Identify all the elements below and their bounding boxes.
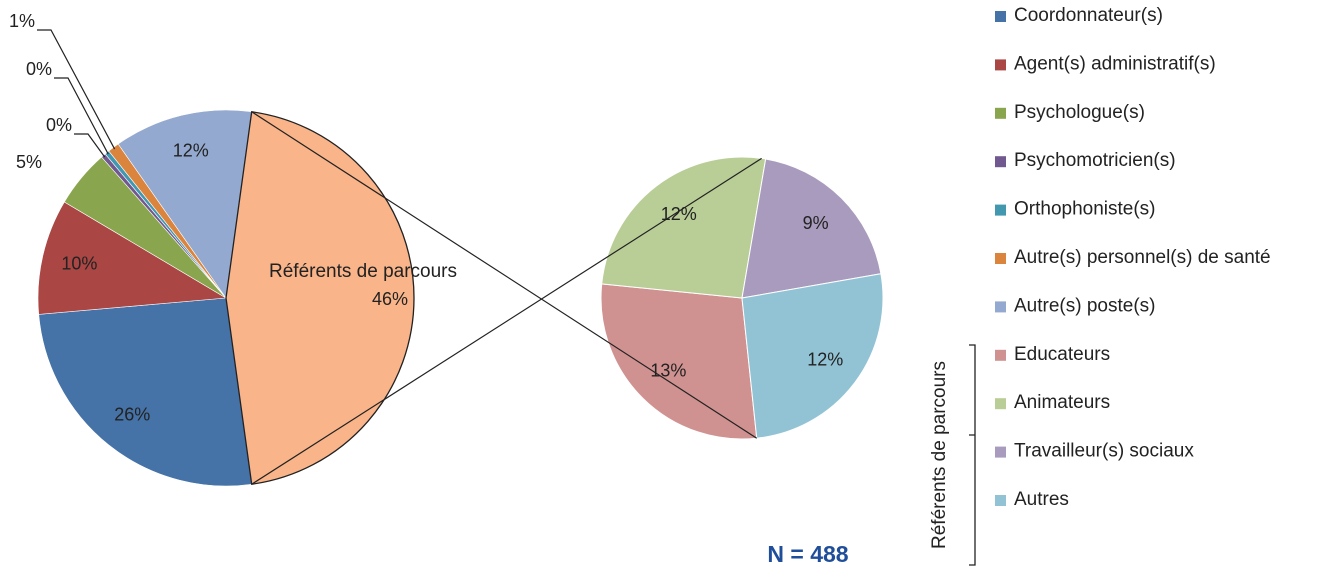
legend-label: Travailleur(s) sociaux xyxy=(1014,441,1194,462)
legend-swatch xyxy=(995,253,1006,264)
legend-label: Autre(s) poste(s) xyxy=(1014,295,1155,316)
slice-label: 10% xyxy=(61,253,97,273)
pie-slice xyxy=(37,201,227,315)
sub-slice-label: 12% xyxy=(661,204,697,224)
slice-label: 26% xyxy=(114,404,150,424)
slice-name: Référents de parcours xyxy=(269,261,457,282)
bracket-label: Référents de parcours xyxy=(929,361,950,549)
slice-label: 46% xyxy=(372,289,408,309)
legend-label: Orthophoniste(s) xyxy=(1014,199,1156,220)
legend-label: Educateurs xyxy=(1014,344,1110,365)
sub-pie-slice xyxy=(600,283,758,440)
leader-line xyxy=(37,29,116,150)
legend-label: Autre(s) personnel(s) de santé xyxy=(1014,247,1271,268)
leader-line xyxy=(74,133,106,158)
slice-label: 12% xyxy=(173,141,209,161)
legend-swatch xyxy=(995,349,1006,361)
annotation: N = 488 xyxy=(767,541,848,567)
legend-swatch xyxy=(995,204,1006,216)
legend-label: Psychologue(s) xyxy=(1014,102,1145,123)
legend-label: Autres xyxy=(1014,489,1069,510)
sub-pie-slice xyxy=(741,273,884,439)
legend-swatch xyxy=(995,495,1006,506)
sub-slice-label: 13% xyxy=(650,361,686,381)
legend-swatch xyxy=(995,59,1006,71)
leader-line xyxy=(54,77,109,155)
connector-line xyxy=(251,111,758,439)
slice-label: 1% xyxy=(9,11,35,31)
legend-swatch xyxy=(995,156,1006,168)
slice-label: 0% xyxy=(26,59,52,79)
pie-slice xyxy=(117,109,253,299)
legend-swatch xyxy=(995,446,1006,458)
sub-pie-slice xyxy=(741,158,882,299)
slice-label: 0% xyxy=(46,115,72,135)
legend-label: Agent(s) administratif(s) xyxy=(1014,53,1216,74)
pie-slice xyxy=(38,297,253,487)
legend-swatch xyxy=(995,107,1006,119)
legend-label: Coordonnateur(s) xyxy=(1014,5,1163,26)
legend-label: Animateurs xyxy=(1014,392,1110,413)
legend-bracket xyxy=(969,344,976,566)
legend-swatch xyxy=(995,398,1006,410)
slice-label: 5% xyxy=(16,152,42,172)
legend-swatch xyxy=(995,301,1006,313)
legend-swatch xyxy=(995,11,1006,22)
legend-label: Psychomotricien(s) xyxy=(1014,150,1176,171)
sub-slice-label: 12% xyxy=(807,350,843,370)
pie-slice xyxy=(225,111,415,485)
connector-line xyxy=(251,157,762,485)
sub-pie-slice xyxy=(601,156,767,299)
sub-slice-label: 9% xyxy=(803,213,829,233)
